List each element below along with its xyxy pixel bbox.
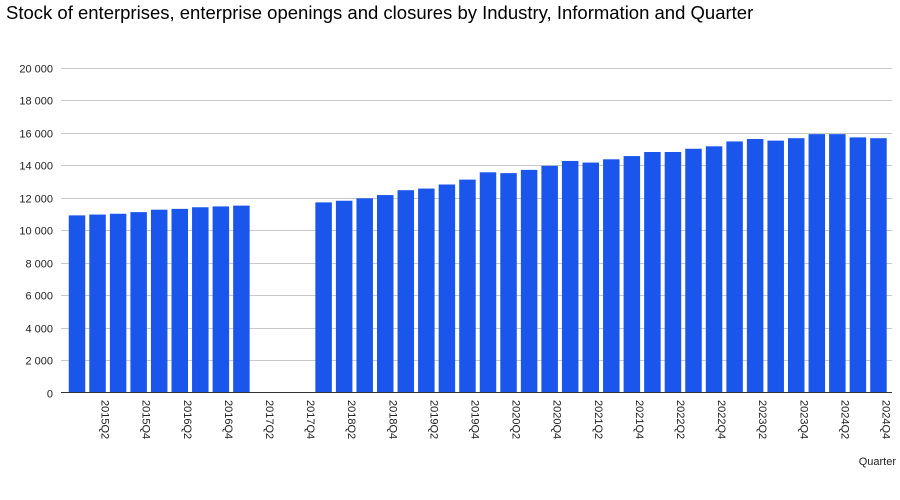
x-tick-label: 2024Q4 — [879, 400, 891, 439]
bar-2018q1 — [315, 202, 332, 393]
bar-2018q2 — [335, 200, 353, 393]
bars — [68, 134, 887, 393]
bar-2018q3 — [356, 198, 373, 393]
x-tick-label: 2020Q4 — [551, 400, 563, 439]
bar-2024q3 — [849, 137, 867, 393]
bar-2023q1 — [726, 141, 743, 393]
bar-2020q2 — [500, 173, 517, 393]
bar-2017q1 — [233, 205, 250, 393]
bar-2023q2 — [746, 139, 764, 393]
bar-2024q1 — [808, 134, 826, 393]
bar-2021q4 — [623, 156, 641, 393]
y-tick-label: 6 000 — [25, 291, 53, 303]
bar-2019q2 — [418, 188, 435, 393]
y-tick-label: 0 — [47, 389, 53, 401]
x-tick-label: 2023Q2 — [756, 400, 768, 439]
x-tick-label: 2018Q2 — [345, 400, 357, 439]
y-tick-label: 8 000 — [25, 259, 53, 271]
x-tick-label: 2015Q4 — [140, 400, 152, 439]
y-tick-label: 14 000 — [19, 161, 53, 173]
bar-2015q2 — [89, 214, 106, 393]
x-tick-label: 2015Q2 — [99, 400, 111, 439]
y-tick-label: 20 000 — [19, 64, 53, 76]
x-tick-label: 2021Q4 — [633, 400, 645, 439]
x-tick-label: 2024Q2 — [838, 400, 850, 439]
y-tick-label: 4 000 — [25, 324, 53, 336]
bar-2019q3 — [438, 184, 456, 393]
x-tick-label: 2017Q4 — [304, 400, 316, 439]
y-tick-label: 12 000 — [19, 194, 53, 206]
bar-2019q1 — [397, 190, 415, 393]
y-tick-label: 2 000 — [25, 356, 53, 368]
bar-2022q4 — [705, 146, 723, 393]
x-tick-label: 2022Q4 — [715, 400, 727, 439]
bar-2023q3 — [767, 140, 784, 393]
bar-2020q1 — [479, 172, 497, 393]
bar-2024q4 — [870, 138, 887, 393]
chart-title: Stock of enterprises, enterprise opening… — [6, 2, 754, 23]
bar-2016q2 — [171, 208, 188, 393]
bar-2022q1 — [644, 152, 661, 393]
bar-2020q4 — [541, 165, 558, 393]
y-axis-ticks: 0 2 000 4 000 6 000 8 000 10 000 12 000 14 000 1… — [19, 64, 53, 401]
bar-2016q4 — [212, 206, 230, 393]
x-tick-label: 2021Q2 — [592, 400, 604, 439]
bar-2016q3 — [192, 207, 209, 393]
bar-2016q1 — [150, 209, 168, 393]
bar-2015q1 — [68, 215, 86, 393]
bar-2015q4 — [130, 212, 147, 393]
x-tick-label: 2019Q4 — [468, 400, 480, 439]
x-tick-label: 2016Q2 — [181, 400, 193, 439]
x-axis-labels: 2015Q2 2015Q4 2016Q2 2016Q4 2017Q2 2017Q4 2018… — [99, 400, 892, 439]
y-tick-label: 10 000 — [19, 226, 53, 238]
y-tick-label: 16 000 — [19, 129, 53, 141]
bar-2019q4 — [459, 179, 476, 393]
x-axis-title: Quarter — [858, 456, 896, 468]
bar-2021q2 — [582, 162, 599, 393]
x-tick-label: 2023Q4 — [797, 400, 809, 439]
bar-2022q2 — [664, 152, 682, 393]
bar-2022q3 — [685, 148, 702, 393]
bar-2023q4 — [788, 138, 805, 393]
x-tick-label: 2016Q4 — [222, 400, 234, 439]
x-tick-label: 2022Q2 — [674, 400, 686, 439]
bar-2020q3 — [520, 169, 538, 393]
y-tick-label: 18 000 — [19, 96, 53, 108]
bar-2024q2 — [829, 134, 846, 393]
x-tick-label: 2019Q2 — [427, 400, 439, 439]
bar-2021q1 — [561, 160, 579, 393]
x-tick-label: 2018Q4 — [386, 400, 398, 439]
x-tick-label: 2020Q2 — [510, 400, 522, 439]
bar-2021q3 — [603, 159, 620, 393]
bar-2015q3 — [109, 213, 127, 393]
x-tick-label: 2017Q2 — [263, 400, 275, 439]
bar-2018q4 — [377, 195, 394, 393]
